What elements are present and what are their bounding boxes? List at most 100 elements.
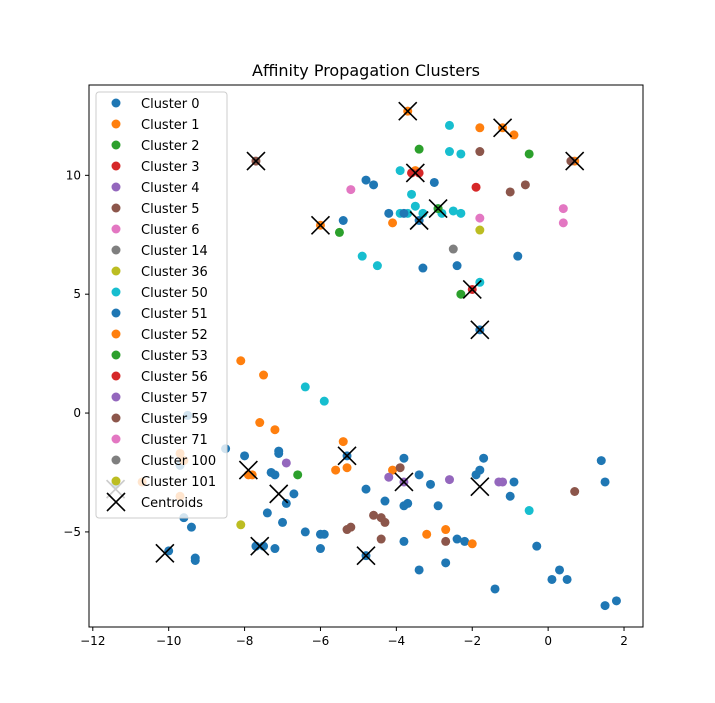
legend-marker <box>111 203 121 213</box>
legend-marker <box>111 224 121 234</box>
legend-marker <box>111 455 121 465</box>
data-point <box>456 149 466 159</box>
data-point <box>418 263 428 273</box>
data-point <box>388 465 398 475</box>
data-point <box>505 187 515 197</box>
data-point <box>338 437 348 447</box>
data-point <box>319 529 329 539</box>
legend-label: Cluster 56 <box>141 370 208 385</box>
legend-label: Centroids <box>141 496 203 511</box>
data-point <box>498 477 508 487</box>
legend-box <box>95 91 228 519</box>
legend-label: Cluster 57 <box>141 391 208 406</box>
legend-label: Cluster 100 <box>141 454 216 469</box>
data-point <box>281 458 291 468</box>
data-point <box>611 596 621 606</box>
data-point <box>513 251 523 261</box>
data-point <box>270 470 280 480</box>
legend-label: Cluster 1 <box>141 118 200 133</box>
data-point <box>190 553 200 563</box>
centroid-marker <box>394 472 414 492</box>
data-point <box>300 527 310 537</box>
data-point <box>452 261 462 271</box>
x-tick-label: 0 <box>544 634 552 648</box>
centroid-marker <box>155 543 175 563</box>
y-tick-label: 0 <box>73 406 81 420</box>
data-point <box>236 520 246 530</box>
data-point <box>460 536 470 546</box>
data-point <box>479 453 489 463</box>
legend-label: Cluster 36 <box>141 265 208 280</box>
x-axis: −12 −10 −8 −6 −4 −2 0 2 <box>80 627 628 648</box>
legend-label: Cluster 14 <box>141 244 208 259</box>
legend-marker <box>106 492 126 512</box>
data-point <box>380 496 390 506</box>
legend-label: Cluster 52 <box>141 328 208 343</box>
data-point <box>186 522 196 532</box>
data-point <box>524 149 534 159</box>
data-point <box>475 123 485 133</box>
data-point <box>278 517 288 527</box>
data-point <box>456 289 466 299</box>
legend-marker <box>111 140 121 150</box>
x-tick-label: −10 <box>156 634 181 648</box>
data-point <box>357 251 367 261</box>
legend-marker <box>111 308 121 318</box>
legend-label: Cluster 101 <box>141 475 216 490</box>
y-tick-label: 5 <box>73 287 81 301</box>
data-point <box>395 463 405 473</box>
legend-marker <box>111 434 121 444</box>
centroid-marker <box>398 101 418 121</box>
data-point <box>414 144 424 154</box>
data-point <box>255 418 265 428</box>
data-point <box>414 470 424 480</box>
x-tick-label: −12 <box>80 634 105 648</box>
legend-label: Cluster 53 <box>141 349 208 364</box>
legend-label: Cluster 5 <box>141 202 200 217</box>
data-point <box>444 475 454 485</box>
centroid-marker <box>250 536 270 556</box>
data-point <box>418 208 428 218</box>
y-axis: −5 0 5 10 <box>63 168 89 539</box>
data-point <box>399 208 409 218</box>
legend-label: Cluster 50 <box>141 286 208 301</box>
data-point <box>475 465 485 475</box>
data-point <box>262 508 272 518</box>
data-point <box>456 208 466 218</box>
data-point <box>315 544 325 554</box>
data-point <box>395 166 405 176</box>
data-points <box>111 106 621 611</box>
centroid-marker <box>246 151 266 171</box>
data-point <box>270 425 280 435</box>
legend-marker <box>111 119 121 129</box>
centroid-marker <box>356 546 376 566</box>
centroid-marker <box>310 215 331 235</box>
data-point <box>475 225 485 235</box>
x-tick-label: 2 <box>620 634 628 648</box>
data-point <box>505 491 515 501</box>
centroid-marker <box>470 320 490 340</box>
data-point <box>490 584 500 594</box>
y-tick-label: 10 <box>66 168 81 182</box>
data-point <box>293 470 303 480</box>
data-point <box>388 218 398 228</box>
x-tick-label: −4 <box>388 634 406 648</box>
data-point <box>433 501 443 511</box>
legend-label: Cluster 6 <box>141 223 200 238</box>
data-point <box>270 544 280 554</box>
data-point <box>361 484 371 494</box>
data-point <box>562 574 572 584</box>
data-point <box>380 517 390 527</box>
data-point <box>361 175 371 185</box>
data-point <box>422 529 432 539</box>
data-point <box>524 506 534 516</box>
data-point <box>558 218 568 228</box>
x-tick-label: −2 <box>463 634 481 648</box>
data-point <box>429 177 439 187</box>
data-point <box>444 120 454 130</box>
chart-title: Affinity Propagation Clusters <box>252 61 480 80</box>
legend-marker <box>111 329 121 339</box>
centroid-marker <box>470 477 490 497</box>
data-point <box>520 180 530 190</box>
y-tick-label: −5 <box>63 525 81 539</box>
